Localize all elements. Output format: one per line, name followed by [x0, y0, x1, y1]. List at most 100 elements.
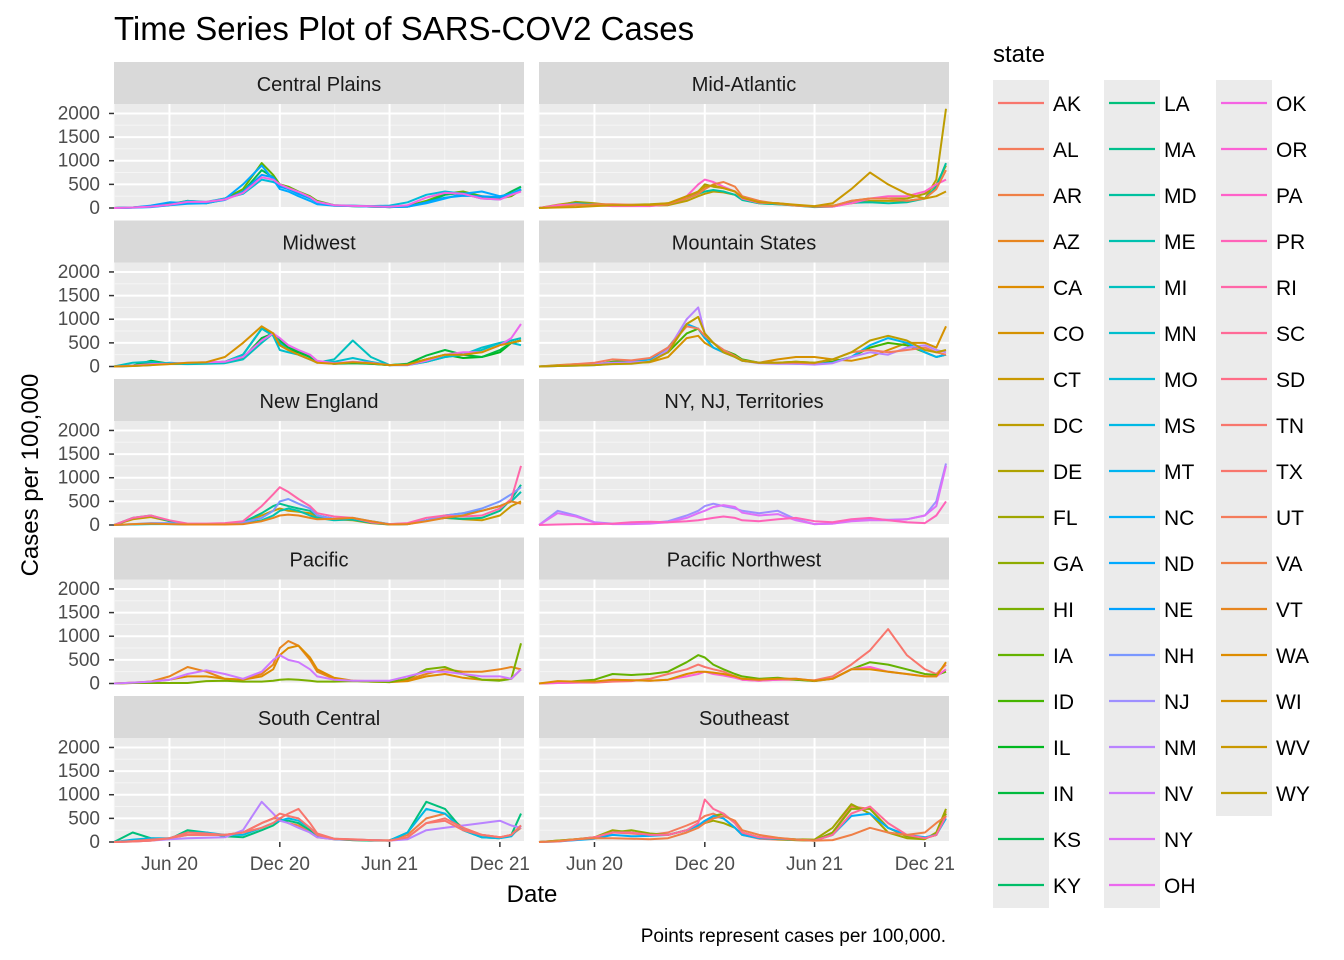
legend-label: PR	[1276, 231, 1305, 254]
legend-label: WI	[1276, 691, 1302, 714]
legend-label: CA	[1053, 277, 1082, 300]
series-line-sc	[538, 798, 947, 843]
x-tick-label: Dec 21	[895, 854, 955, 875]
legend-label: FL	[1053, 507, 1078, 530]
series-line-nd	[113, 164, 522, 209]
panel-background	[539, 579, 949, 684]
legend-label: MD	[1164, 185, 1197, 208]
legend-label: MN	[1164, 323, 1197, 346]
legend-label: MA	[1164, 139, 1196, 162]
series-line-va	[538, 815, 947, 843]
y-tick-label: 0	[89, 357, 100, 378]
series-line-wa	[538, 661, 947, 685]
legend-label: RI	[1276, 277, 1297, 300]
legend-label: CT	[1053, 369, 1081, 392]
legend-label: WV	[1276, 737, 1310, 760]
legend-label: HI	[1053, 599, 1074, 622]
y-tick-label: 0	[89, 198, 100, 219]
legend-label: WA	[1276, 645, 1309, 668]
legend-label: ID	[1053, 691, 1074, 714]
legend-label: AK	[1053, 93, 1081, 116]
legend-label: TN	[1276, 415, 1304, 438]
panel-background	[114, 262, 524, 367]
x-tick-label: Dec 20	[675, 854, 735, 875]
legend-label: AL	[1053, 139, 1079, 162]
legend-label: GA	[1053, 553, 1083, 576]
legend-key-background	[1104, 80, 1160, 908]
legend-label: DE	[1053, 461, 1082, 484]
legend-key-background	[1216, 80, 1272, 816]
legend-label: UT	[1276, 507, 1304, 530]
facet-strip-label: Pacific Northwest	[667, 550, 822, 572]
y-tick-label: 500	[68, 333, 100, 354]
facet-strip-label: South Central	[258, 708, 380, 730]
legend-label: AZ	[1053, 231, 1080, 254]
x-tick-label: Jun 21	[786, 854, 843, 875]
y-tick-label: 1500	[58, 444, 100, 465]
legend-label: VA	[1276, 553, 1302, 576]
facet-strip-label: New England	[260, 391, 379, 413]
panel-background	[539, 104, 949, 208]
facet-strip	[114, 537, 524, 580]
panel-background	[114, 104, 524, 208]
legend-label: SD	[1276, 369, 1305, 392]
series-line-wy	[538, 315, 947, 368]
facet-strip-label: Central Plains	[257, 74, 382, 96]
panel-background	[114, 579, 524, 684]
legend-label: IN	[1053, 783, 1074, 806]
y-tick-label: 1000	[58, 785, 100, 806]
series-line-ia	[538, 654, 947, 685]
legend-label: AR	[1053, 185, 1082, 208]
series-line-tn	[113, 812, 522, 843]
y-tick-label: 500	[68, 174, 100, 195]
y-tick-label: 1500	[58, 761, 100, 782]
facet-strip	[539, 220, 949, 263]
panel-background	[539, 262, 949, 367]
legend-label: NM	[1164, 737, 1197, 760]
legend-label: MI	[1164, 277, 1187, 300]
facet-strip	[539, 379, 949, 421]
series-line-ca	[113, 644, 522, 685]
x-tick-label: Dec 20	[250, 854, 310, 875]
series-line-id	[538, 327, 947, 368]
legend-label: KS	[1053, 829, 1081, 852]
facet-strip-label: Southeast	[699, 708, 790, 730]
legend-label: MS	[1164, 415, 1196, 438]
legend-label: PA	[1276, 185, 1302, 208]
y-tick-label: 0	[89, 515, 100, 536]
series-line-ok	[113, 176, 522, 209]
legend-label: LA	[1164, 93, 1190, 116]
y-tick-label: 1000	[58, 626, 100, 647]
legend-label: IA	[1053, 645, 1073, 668]
series-line-vt	[113, 500, 522, 526]
facet-strip-label: Mid-Atlantic	[692, 74, 796, 96]
series-line-wi	[113, 325, 522, 368]
legend-label: OH	[1164, 875, 1196, 898]
facet-strip	[114, 62, 524, 104]
panel-background	[114, 421, 524, 525]
legend: state AK AL AR AZ CA CO CT DC DE FL GA HI IA ID IL IN KS…	[993, 41, 1310, 908]
chart-caption: Points represent cases per 100,000.	[641, 926, 946, 947]
legend-label: TX	[1276, 461, 1303, 484]
y-tick-label: 1000	[58, 309, 100, 330]
legend-label: MT	[1164, 461, 1194, 484]
series-line-hi	[113, 643, 522, 685]
legend-title: state	[993, 41, 1045, 68]
y-tick-label: 1500	[58, 286, 100, 307]
y-tick-label: 1000	[58, 468, 100, 489]
facet-panel: Pacific Northwest	[538, 537, 949, 685]
series-line-pr	[538, 500, 947, 526]
y-tick-label: 1500	[58, 603, 100, 624]
facet-strip	[114, 696, 524, 738]
legend-label: NE	[1164, 599, 1193, 622]
x-tick-label: Jun 20	[566, 854, 623, 875]
facet-strip-label: Midwest	[282, 233, 356, 255]
facet-strip-label: Pacific	[290, 550, 349, 572]
y-tick-label: 2000	[58, 420, 100, 441]
legend-label: NV	[1164, 783, 1193, 806]
